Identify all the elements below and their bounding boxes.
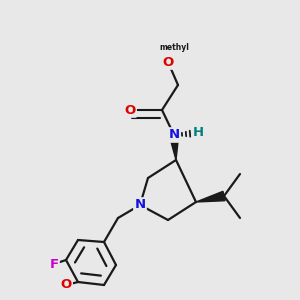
Polygon shape (196, 191, 225, 202)
Text: H: H (192, 127, 204, 140)
Text: O: O (124, 103, 136, 116)
Polygon shape (169, 135, 179, 160)
Text: F: F (50, 257, 58, 271)
Text: N: N (168, 128, 180, 142)
Text: methyl: methyl (159, 44, 189, 52)
Text: O: O (162, 56, 174, 68)
Text: O: O (60, 278, 72, 292)
Text: N: N (134, 199, 146, 212)
